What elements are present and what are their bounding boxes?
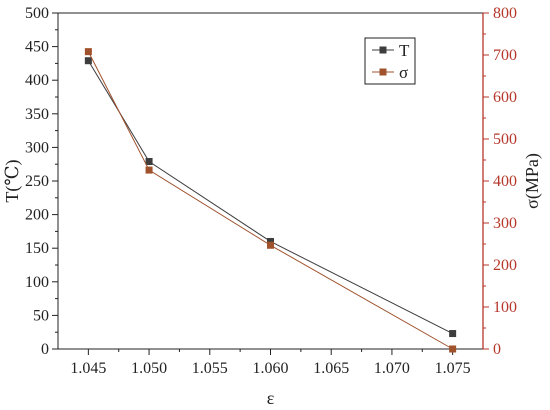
data-point-sigma	[145, 166, 153, 174]
y-right-axis-title: σ(MPa)	[522, 153, 543, 209]
y-left-tick-label: 0	[41, 341, 49, 358]
x-tick-label: 1.060	[253, 360, 289, 377]
y-left-tick-label: 250	[25, 173, 49, 190]
data-point-t	[84, 57, 92, 65]
data-point-t	[145, 158, 153, 166]
x-tick-label: 1.075	[435, 360, 471, 377]
legend-label-t: T	[399, 41, 410, 60]
y-left-tick-label: 100	[25, 274, 49, 291]
x-tick-label: 1.050	[131, 360, 167, 377]
y-left-tick-label: 500	[25, 5, 49, 22]
y-left-axis-title: T(℃)	[2, 159, 23, 202]
data-point-sigma	[84, 48, 92, 56]
x-axis-title: ε	[267, 388, 275, 408]
x-tick-label: 1.055	[192, 360, 228, 377]
data-point-t	[449, 330, 457, 338]
data-point-t	[267, 237, 274, 245]
y-left-tick-label: 300	[25, 139, 49, 156]
y-left-tick-label: 350	[25, 106, 49, 123]
x-tick-label: 1.065	[313, 360, 349, 377]
legend-label-sigma: σ	[399, 63, 408, 82]
y-left-tick-label: 50	[33, 307, 49, 324]
series	[84, 48, 457, 353]
y-right-tick-label: 800	[493, 5, 517, 22]
legend: Tσ	[364, 37, 416, 85]
data-point-sigma	[267, 241, 274, 249]
y-right-tick-label: 300	[493, 215, 517, 232]
y-left-tick-label: 450	[25, 39, 49, 56]
y-left-tick-label: 150	[25, 240, 49, 257]
legend-marker-t	[379, 46, 387, 54]
y-right-tick-label: 700	[493, 47, 517, 64]
y-right-tick-label: 200	[493, 257, 517, 274]
legend-box	[364, 37, 416, 85]
legend-marker-sigma	[379, 68, 387, 76]
series-line-t	[87, 60, 453, 334]
y-left-tick-label: 400	[25, 72, 49, 89]
y-right-tick-label: 600	[493, 89, 517, 106]
y-right-tick-label: 100	[493, 299, 517, 316]
x-tick-label: 1.045	[70, 360, 106, 377]
y-right-tick-label: 500	[493, 131, 517, 148]
axes: 1.045 1.050 1.055 1.060 1.065 1.070 1.075 0 50 10…	[2, 5, 543, 408]
x-tick-label: 1.070	[374, 360, 410, 377]
y-right-tick-label: 0	[493, 341, 501, 358]
data-point-sigma	[449, 345, 457, 353]
y-right-tick-label: 400	[493, 173, 517, 190]
series-line-sigma	[87, 51, 453, 350]
y-left-tick-label: 200	[25, 207, 49, 224]
plot-area	[57, 12, 484, 350]
